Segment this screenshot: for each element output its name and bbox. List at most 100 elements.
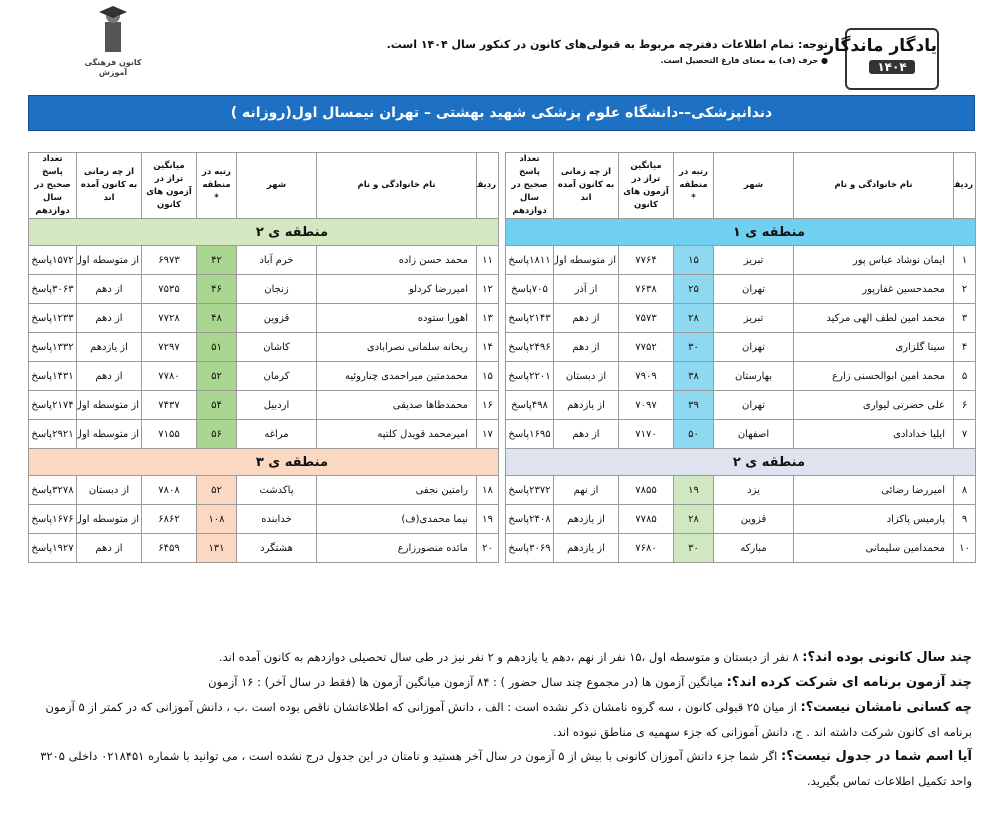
- student-name: ایلیا خدادادی: [793, 419, 954, 449]
- joined-since: از نهم: [553, 475, 619, 505]
- student-name: امیرمحمد قویدل کلتپه: [316, 419, 477, 449]
- city: مراغه: [236, 419, 317, 449]
- rank: ۵۲: [196, 475, 237, 505]
- row-number: ۱۰: [953, 533, 976, 563]
- average-score: ۷۷۸۰: [141, 361, 197, 391]
- city: تهران: [713, 332, 794, 362]
- row-number: ۹: [953, 504, 976, 534]
- student-name: مائده منصورزارع: [316, 533, 477, 563]
- column-header: از چه زمانی به کانون آمده اند: [553, 152, 619, 219]
- right-logo: یادگار ماندگار ۱۴۰۴: [824, 28, 939, 90]
- city: خرم آباد: [236, 245, 317, 275]
- average-score: ۷۷۸۵: [618, 504, 674, 534]
- student-name: محمد امین ابوالحسنی زارع: [793, 361, 954, 391]
- column-header: ردیف: [476, 152, 499, 219]
- city: بهارستان: [713, 361, 794, 391]
- section-title: منطقه ی ۱: [505, 218, 976, 246]
- correct-answers: ۱۹۲۷پاسخ: [28, 533, 77, 563]
- row-number: ۱۶: [476, 390, 499, 420]
- joined-since: از یازدهم: [76, 332, 142, 362]
- row-number: ۱: [953, 245, 976, 275]
- answer: میانگین آزمون ها (در مجموع چند سال حضور …: [208, 675, 723, 689]
- student-name: اهورا ستوده: [316, 303, 477, 333]
- student-name: محمدامین سلیمانی: [793, 533, 954, 563]
- data-row: ۱ ایمان نوشاد عباس پور تبریز ۱۵ ۷۷۶۴ از متوسط…: [505, 245, 976, 275]
- average-score: ۷۶۸۰: [618, 533, 674, 563]
- rank: ۳۹: [673, 390, 714, 420]
- row-number: ۴: [953, 332, 976, 362]
- joined-since: از متوسطه اول: [76, 419, 142, 449]
- city: تهران: [713, 274, 794, 304]
- average-score: ۷۱۷۰: [618, 419, 674, 449]
- average-score: ۷۹۰۹: [618, 361, 674, 391]
- section-row: منطقه ی ۳: [28, 448, 499, 476]
- city: اردبیل: [236, 390, 317, 420]
- correct-answers: ۲۱۴۳پاسخ: [505, 303, 554, 333]
- average-score: ۷۸۵۵: [618, 475, 674, 505]
- left-logo-text: کانون فرهنگی آموزش: [84, 58, 142, 77]
- question: چند سال کانونی بوده اند؟:: [802, 650, 972, 665]
- row-number: ۲۰: [476, 533, 499, 563]
- data-row: ۵ محمد امین ابوالحسنی زارع بهارستان ۳۸ ۷۹۰۹ ا…: [505, 361, 976, 391]
- student-name: محمدطاها صدیقی: [316, 390, 477, 420]
- joined-since: از دهم: [76, 303, 142, 333]
- rank: ۲۵: [673, 274, 714, 304]
- city: خدابنده: [236, 504, 317, 534]
- average-score: ۶۹۷۳: [141, 245, 197, 275]
- joined-since: از دهم: [553, 419, 619, 449]
- section-title: منطقه ی ۳: [28, 448, 499, 476]
- data-row: ۱۶ محمدطاها صدیقی اردبیل ۵۴ ۷۴۳۷ از متوسطه او…: [28, 390, 499, 420]
- correct-answers: ۱۶۹۵پاسخ: [505, 419, 554, 449]
- section-title: منطقه ی ۲: [505, 448, 976, 476]
- row-number: ۱۱: [476, 245, 499, 275]
- data-row: ۹ پارمیس پاکزاد قزوین ۲۸ ۷۷۸۵ از یازدهم ۲۴۰۸پا…: [505, 504, 976, 534]
- column-header: شهر: [713, 152, 794, 219]
- row-number: ۱۹: [476, 504, 499, 534]
- correct-answers: ۲۹۲۱پاسخ: [28, 419, 77, 449]
- joined-since: از دهم: [76, 361, 142, 391]
- average-score: ۷۷۵۲: [618, 332, 674, 362]
- column-header: میانگین تراز در آزمون های کانون: [141, 152, 197, 219]
- data-row: ۸ امیررضا رضائی یزد ۱۹ ۷۸۵۵ از نهم ۲۳۷۲پاسخ: [505, 475, 976, 505]
- average-score: ۷۱۵۵: [141, 419, 197, 449]
- qa-item: آیا اسم شما در جدول نیست؟: اگر شما جزء د…: [28, 744, 972, 793]
- correct-answers: ۴۹۸پاسخ: [505, 390, 554, 420]
- column-header: رتبه در منطقه *: [196, 152, 237, 219]
- question: چه کسانی نامشان نیست؟:: [800, 700, 972, 715]
- city: مبارکه: [713, 533, 794, 563]
- student-name: پارمیس پاکزاد: [793, 504, 954, 534]
- column-header: شهر: [236, 152, 317, 219]
- average-score: ۷۰۹۷: [618, 390, 674, 420]
- row-number: ۲: [953, 274, 976, 304]
- left-logo: کانون فرهنگی آموزش: [80, 4, 146, 82]
- average-score: ۷۷۲۸: [141, 303, 197, 333]
- data-row: ۱۳ اهورا ستوده قزوین ۴۸ ۷۷۲۸ از دهم ۱۲۳۳پاسخ: [28, 303, 499, 333]
- joined-since: از دهم: [76, 533, 142, 563]
- rank: ۵۲: [196, 361, 237, 391]
- data-row: ۱۸ رامتین نجفی پاکدشت ۵۲ ۷۸۰۸ از دبستان ۳۲۷۸پا…: [28, 475, 499, 505]
- joined-since: از آذر: [553, 274, 619, 304]
- rank: ۳۰: [673, 533, 714, 563]
- joined-since: از دهم: [76, 274, 142, 304]
- joined-since: از یازدهم: [553, 504, 619, 534]
- correct-answers: ۱۴۳۱پاسخ: [28, 361, 77, 391]
- average-score: ۷۲۹۷: [141, 332, 197, 362]
- row-number: ۱۷: [476, 419, 499, 449]
- student-name: ریحانه سلمانی نصرابادی: [316, 332, 477, 362]
- joined-since: از دبستان: [76, 475, 142, 505]
- rank: ۱۹: [673, 475, 714, 505]
- city: کاشان: [236, 332, 317, 362]
- correct-answers: ۲۲۰۱پاسخ: [505, 361, 554, 391]
- row-number: ۶: [953, 390, 976, 420]
- column-header: تعداد پاسخ صحیح در سال دوازدهم: [505, 152, 554, 219]
- row-number: ۱۸: [476, 475, 499, 505]
- average-score: ۷۵۳۵: [141, 274, 197, 304]
- student-name: رامتین نجفی: [316, 475, 477, 505]
- average-score: ۷۸۰۸: [141, 475, 197, 505]
- joined-since: از دبستان: [553, 361, 619, 391]
- correct-answers: ۱۳۳۲پاسخ: [28, 332, 77, 362]
- data-row: ۱۵ محمدمتین میراحمدی چناروئیه کرمان ۵۲ ۷۷۸۰ ا…: [28, 361, 499, 391]
- city: تبریز: [713, 303, 794, 333]
- qa-item: چند سال کانونی بوده اند؟: ۸ نفر از دبستا…: [28, 645, 972, 670]
